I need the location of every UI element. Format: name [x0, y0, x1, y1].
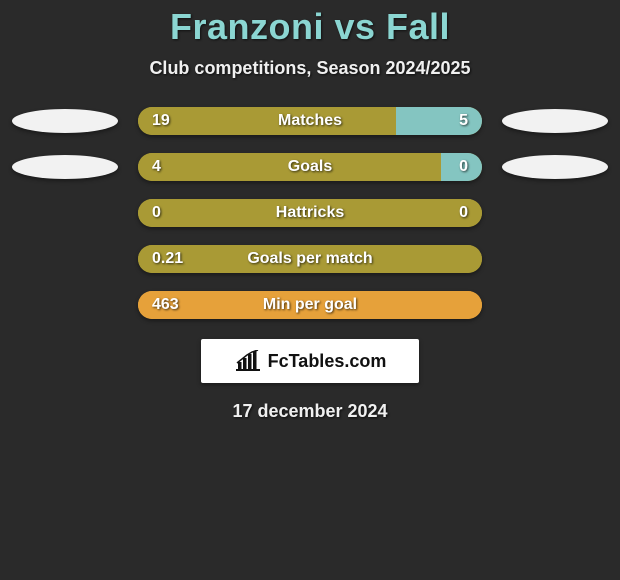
metric-label: Goals	[288, 158, 332, 176]
metric-bar: 0.21 Goals per match	[138, 245, 482, 273]
metric-value-right: 0	[459, 158, 468, 176]
metric-label: Hattricks	[276, 204, 344, 222]
metric-row: 19 5 Matches	[0, 107, 620, 135]
page-title: Franzoni vs Fall	[0, 6, 620, 48]
metric-bar: 0 0 Hattricks	[138, 199, 482, 227]
metric-value-left: 463	[152, 296, 179, 314]
metric-label: Goals per match	[247, 250, 372, 268]
right-flag	[502, 155, 608, 179]
left-flag	[12, 155, 118, 179]
date-label: 17 december 2024	[0, 401, 620, 422]
metric-value-left: 0.21	[152, 250, 183, 268]
metric-row: 0.21 Goals per match	[0, 245, 620, 273]
right-flag-slot	[500, 291, 610, 319]
left-flag	[12, 109, 118, 133]
metric-value-left: 19	[152, 112, 170, 130]
left-flag-slot	[10, 153, 120, 181]
left-flag-slot	[10, 245, 120, 273]
left-flag-slot	[10, 107, 120, 135]
right-flag	[502, 109, 608, 133]
metric-label: Min per goal	[263, 296, 357, 314]
comparison-card: Franzoni vs Fall Club competitions, Seas…	[0, 0, 620, 422]
metric-row: 4 0 Goals	[0, 153, 620, 181]
metric-value-right: 5	[459, 112, 468, 130]
subtitle: Club competitions, Season 2024/2025	[0, 58, 620, 79]
left-flag-slot	[10, 199, 120, 227]
metric-label: Matches	[278, 112, 342, 130]
metric-value-right: 0	[459, 204, 468, 222]
metric-bar: 4 0 Goals	[138, 153, 482, 181]
right-flag-slot	[500, 107, 610, 135]
right-flag-slot	[500, 153, 610, 181]
metric-row: 0 0 Hattricks	[0, 199, 620, 227]
source-badge[interactable]: FcTables.com	[201, 339, 419, 383]
metric-row: 463 Min per goal	[0, 291, 620, 319]
metric-bar: 19 5 Matches	[138, 107, 482, 135]
metric-rows: 19 5 Matches 4 0 Goals 0 0 Hattricks 0.21 Goals pe…	[0, 107, 620, 319]
metric-value-left: 0	[152, 204, 161, 222]
bar-chart-icon	[234, 350, 262, 372]
metric-bar: 463 Min per goal	[138, 291, 482, 319]
right-flag-slot	[500, 245, 610, 273]
left-flag-slot	[10, 291, 120, 319]
source-badge-text: FcTables.com	[268, 351, 387, 372]
right-flag-slot	[500, 199, 610, 227]
bar-segment-left	[138, 107, 396, 135]
metric-value-left: 4	[152, 158, 161, 176]
bar-segment-right	[396, 107, 482, 135]
